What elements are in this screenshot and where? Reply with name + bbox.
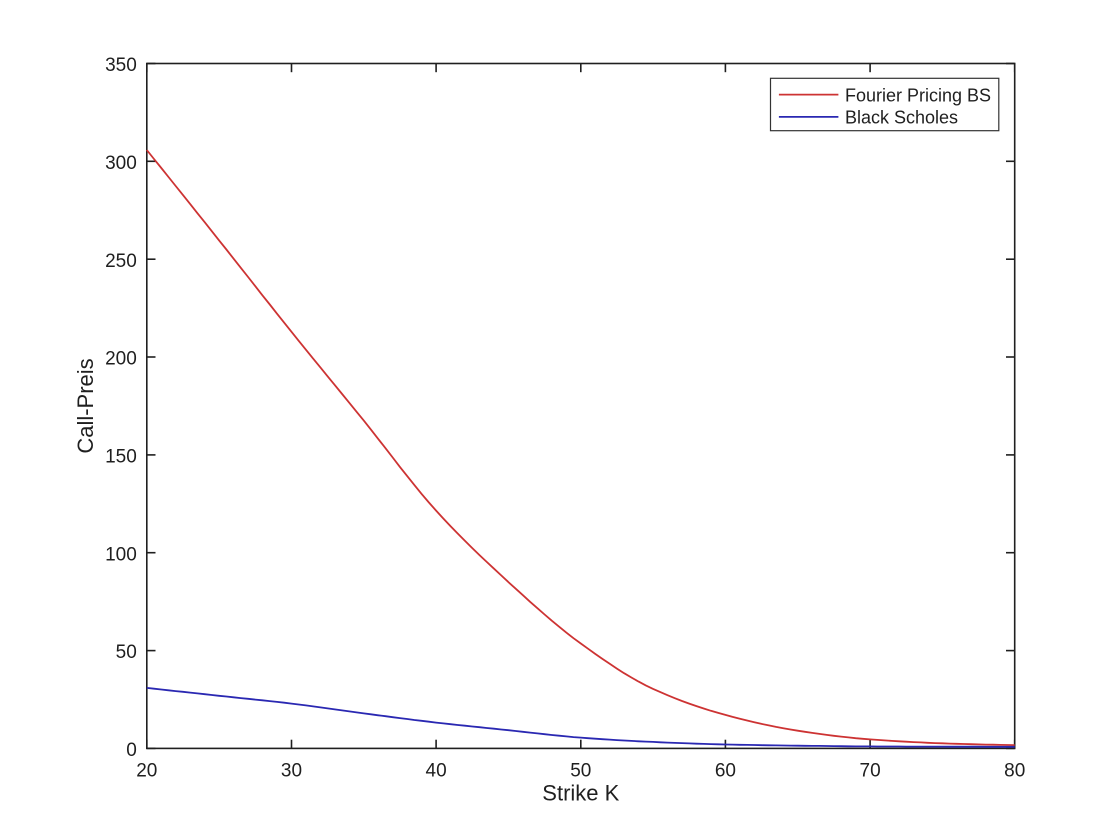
svg-text:0: 0 (126, 740, 137, 761)
svg-text:80: 80 (1004, 760, 1025, 781)
svg-text:250: 250 (105, 251, 137, 272)
svg-text:Black Scholes: Black Scholes (845, 108, 958, 128)
svg-text:50: 50 (570, 760, 591, 781)
svg-text:150: 150 (105, 447, 137, 468)
svg-text:350: 350 (105, 55, 137, 76)
svg-text:60: 60 (715, 760, 736, 781)
svg-text:Call-Preis: Call-Preis (73, 358, 98, 453)
svg-text:30: 30 (281, 760, 302, 781)
svg-text:40: 40 (426, 760, 447, 781)
svg-text:100: 100 (105, 544, 137, 565)
svg-text:300: 300 (105, 153, 137, 174)
svg-text:70: 70 (860, 760, 881, 781)
svg-text:Fourier Pricing BS: Fourier Pricing BS (845, 85, 991, 105)
svg-text:Strike K: Strike K (542, 781, 619, 806)
svg-text:50: 50 (116, 642, 137, 663)
svg-text:20: 20 (136, 760, 157, 781)
svg-text:200: 200 (105, 349, 137, 370)
